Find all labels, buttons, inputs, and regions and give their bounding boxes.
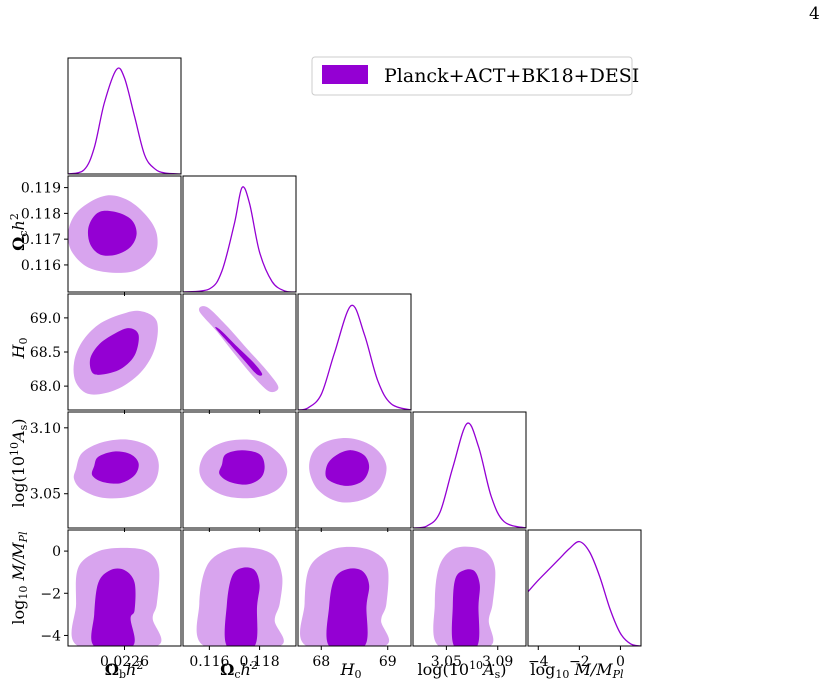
panel-omb-omb (67, 57, 182, 175)
y-tick-label-omc: 0.118 (21, 206, 61, 222)
y-tick-label-h0: 69.0 (30, 311, 61, 327)
x-tick-label-h0: 69 (379, 654, 397, 670)
panel-frame (297, 293, 412, 411)
panel-omc-omc (182, 175, 297, 293)
x-axis-label-omc: Ωch2 (220, 659, 258, 681)
x-tick-label-omc: 0.118 (240, 654, 280, 670)
panel-frame (297, 411, 412, 529)
panel-mm-mm: −4 −2 0 (527, 529, 642, 670)
y-axis-label-omc: Ωch2 (8, 213, 30, 251)
x-axis-label-h0: H0 (340, 660, 362, 681)
y-tick-label-omc: 0.119 (21, 181, 61, 197)
contour-68-omc-las (219, 450, 265, 485)
panel-frame (182, 411, 297, 529)
contour-68-omb-omc (87, 210, 137, 256)
contour-68-omc-mm (224, 567, 260, 646)
contour-68-omb-h0 (89, 328, 139, 375)
marginal-curve-h0 (298, 304, 411, 410)
x-tick-label-omb: 0.0226 (100, 654, 149, 670)
panel-omb-mm: −4 −2 0 0.0226 (40, 529, 182, 670)
svg-text:Ωch2: Ωch2 (8, 213, 30, 251)
contour-68-h0-mm (326, 568, 370, 646)
y-tick-label-h0: 68.0 (30, 379, 61, 395)
panel-omb-omc: 0.116 0.117 0.118 0.119 (21, 175, 182, 296)
y-tick-label-mm: −4 (40, 628, 61, 644)
panel-frame (527, 529, 642, 647)
y-tick-label-las: 3.05 (30, 487, 61, 503)
svg-text:log(1010As): log(1010As) (8, 418, 30, 507)
panel-frame (182, 293, 297, 411)
panel-h0-h0 (297, 293, 412, 411)
panel-h0-mm: 68 69 (297, 529, 412, 670)
y-tick-label-omc: 0.116 (21, 258, 61, 274)
marginal-curve-las (413, 422, 526, 528)
svg-text:log10 M/MPl: log10 M/MPl (530, 660, 624, 681)
svg-text:log(1010As): log(1010As) (417, 659, 506, 681)
x-tick-label-omc: 0.116 (189, 654, 229, 670)
y-axis-label-las: log(1010As) (8, 418, 30, 507)
x-tick-label-las: 3.05 (431, 654, 462, 670)
y-axis-label-mm: log10 M/MPl (9, 531, 30, 625)
marginal-curve-omb (68, 67, 181, 174)
panel-omb-las: 3.05 3.10 (30, 411, 182, 532)
y-tick-label-mm: 0 (52, 544, 61, 560)
marginal-curve-omc (183, 186, 296, 292)
x-axis-label-las: log(1010As) (417, 659, 506, 681)
legend: Planck+ACT+BK18+DESI (311, 56, 639, 96)
marginal-curve-mm (528, 540, 641, 646)
panel-las-las (412, 411, 527, 529)
panel-omc-mm: 0.116 0.118 (182, 529, 297, 670)
panel-omc-las (182, 411, 297, 532)
contour-68-h0-las (325, 450, 370, 486)
panel-h0-las (297, 411, 412, 532)
panel-frame (412, 411, 527, 529)
x-tick-label-mm: 0 (616, 654, 625, 670)
page-number: 4 (809, 4, 820, 24)
panel-frame (67, 57, 182, 175)
x-tick-label-las: 3.09 (482, 654, 513, 670)
panel-omb-h0: 68.0 68.5 69.0 (30, 293, 182, 414)
y-axis-label-h0: H0 (9, 338, 30, 360)
svg-text:H0: H0 (9, 338, 30, 360)
svg-text:Ωbh2: Ωbh2 (105, 659, 144, 681)
svg-text:H0: H0 (340, 660, 362, 681)
y-tick-label-mm: −2 (40, 586, 61, 602)
x-axis-label-omb: Ωbh2 (105, 659, 144, 681)
svg-text:Ωch2: Ωch2 (220, 659, 258, 681)
corner-panels: 0.116 0.117 0.118 0.119 68.0 68.5 69.0 3.05 3.10… (21, 57, 642, 670)
legend-frame (311, 56, 633, 96)
contour-68-omc-h0 (215, 326, 263, 376)
x-tick-label-mm: −4 (528, 654, 549, 670)
contour-68-las-mm (451, 569, 480, 646)
x-tick-label-mm: −2 (569, 654, 590, 670)
contour-68-omb-mm (91, 568, 136, 646)
panel-frame (412, 529, 527, 647)
legend-label: Planck+ACT+BK18+DESI (384, 65, 639, 87)
svg-text:log10 M/MPl: log10 M/MPl (9, 531, 30, 625)
y-tick-label-omc: 0.117 (21, 232, 61, 248)
legend-swatch (322, 65, 368, 84)
panel-frame (182, 529, 297, 647)
panel-frame (297, 529, 412, 647)
y-tick-label-h0: 68.5 (30, 345, 61, 361)
x-tick-label-h0: 68 (312, 654, 330, 670)
panel-omc-h0 (182, 293, 297, 414)
y-tick-label-las: 3.10 (30, 421, 61, 437)
panel-frame (182, 175, 297, 293)
contour-68-omb-las (91, 451, 139, 484)
x-axis-label-mm: log10 M/MPl (530, 660, 624, 681)
panel-las-mm: 3.05 3.09 (412, 529, 527, 670)
